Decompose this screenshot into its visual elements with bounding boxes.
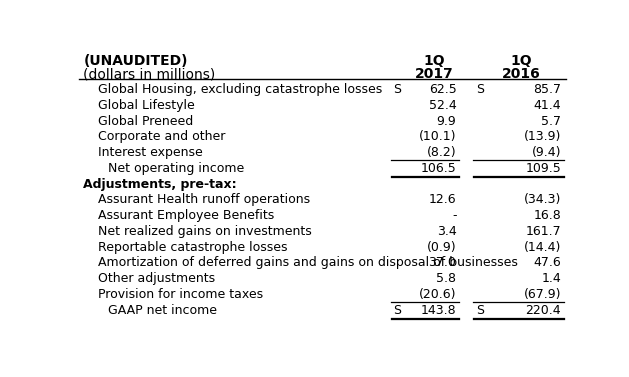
Text: (dollars in millions): (dollars in millions) [84, 67, 216, 81]
Text: 5.8: 5.8 [437, 272, 457, 285]
Text: (8.2): (8.2) [427, 146, 457, 159]
Text: 3.4: 3.4 [437, 225, 457, 238]
Text: (20.6): (20.6) [419, 288, 457, 301]
Text: Adjustments, pre-tax:: Adjustments, pre-tax: [84, 178, 237, 191]
Text: Net operating income: Net operating income [108, 162, 244, 175]
Text: (UNAUDITED): (UNAUDITED) [84, 54, 188, 68]
Text: S: S [393, 304, 401, 317]
Text: Corporate and other: Corporate and other [98, 130, 226, 143]
Text: 5.7: 5.7 [541, 115, 561, 128]
Text: S: S [476, 83, 484, 96]
Text: 12.6: 12.6 [429, 193, 457, 207]
Text: Global Preneed: Global Preneed [98, 115, 193, 128]
Text: Interest expense: Interest expense [98, 146, 203, 159]
Text: 47.6: 47.6 [533, 256, 561, 270]
Text: S: S [476, 304, 484, 317]
Text: 106.5: 106.5 [421, 162, 457, 175]
Text: 109.5: 109.5 [525, 162, 561, 175]
Text: 1Q: 1Q [424, 54, 445, 68]
Text: Provision for income taxes: Provision for income taxes [98, 288, 264, 301]
Text: (10.1): (10.1) [419, 130, 457, 143]
Text: (13.9): (13.9) [524, 130, 561, 143]
Text: 16.8: 16.8 [533, 209, 561, 222]
Text: 2017: 2017 [415, 67, 454, 81]
Text: Global Housing, excluding catastrophe losses: Global Housing, excluding catastrophe lo… [98, 83, 382, 96]
Text: GAAP net income: GAAP net income [108, 304, 217, 317]
Text: 2016: 2016 [502, 67, 540, 81]
Text: 62.5: 62.5 [429, 83, 457, 96]
Text: (14.4): (14.4) [524, 241, 561, 254]
Text: Amortization of deferred gains and gains on disposal of businesses: Amortization of deferred gains and gains… [98, 256, 518, 270]
Text: (67.9): (67.9) [524, 288, 561, 301]
Text: 1.4: 1.4 [542, 272, 561, 285]
Text: Assurant Employee Benefits: Assurant Employee Benefits [98, 209, 274, 222]
Text: 220.4: 220.4 [526, 304, 561, 317]
Text: 1Q: 1Q [510, 54, 532, 68]
Text: (0.9): (0.9) [427, 241, 457, 254]
Text: (9.4): (9.4) [532, 146, 561, 159]
Text: 37.0: 37.0 [428, 256, 457, 270]
Text: 143.8: 143.8 [421, 304, 457, 317]
Text: (34.3): (34.3) [524, 193, 561, 207]
Text: S: S [393, 83, 401, 96]
Text: Net realized gains on investments: Net realized gains on investments [98, 225, 312, 238]
Text: Global Lifestyle: Global Lifestyle [98, 99, 195, 112]
Text: Other adjustments: Other adjustments [98, 272, 215, 285]
Text: -: - [452, 209, 457, 222]
Text: 9.9: 9.9 [437, 115, 457, 128]
Text: 41.4: 41.4 [533, 99, 561, 112]
Text: Reportable catastrophe losses: Reportable catastrophe losses [98, 241, 287, 254]
Text: Assurant Health runoff operations: Assurant Health runoff operations [98, 193, 310, 207]
Text: 161.7: 161.7 [526, 225, 561, 238]
Text: 52.4: 52.4 [429, 99, 457, 112]
Text: 85.7: 85.7 [533, 83, 561, 96]
